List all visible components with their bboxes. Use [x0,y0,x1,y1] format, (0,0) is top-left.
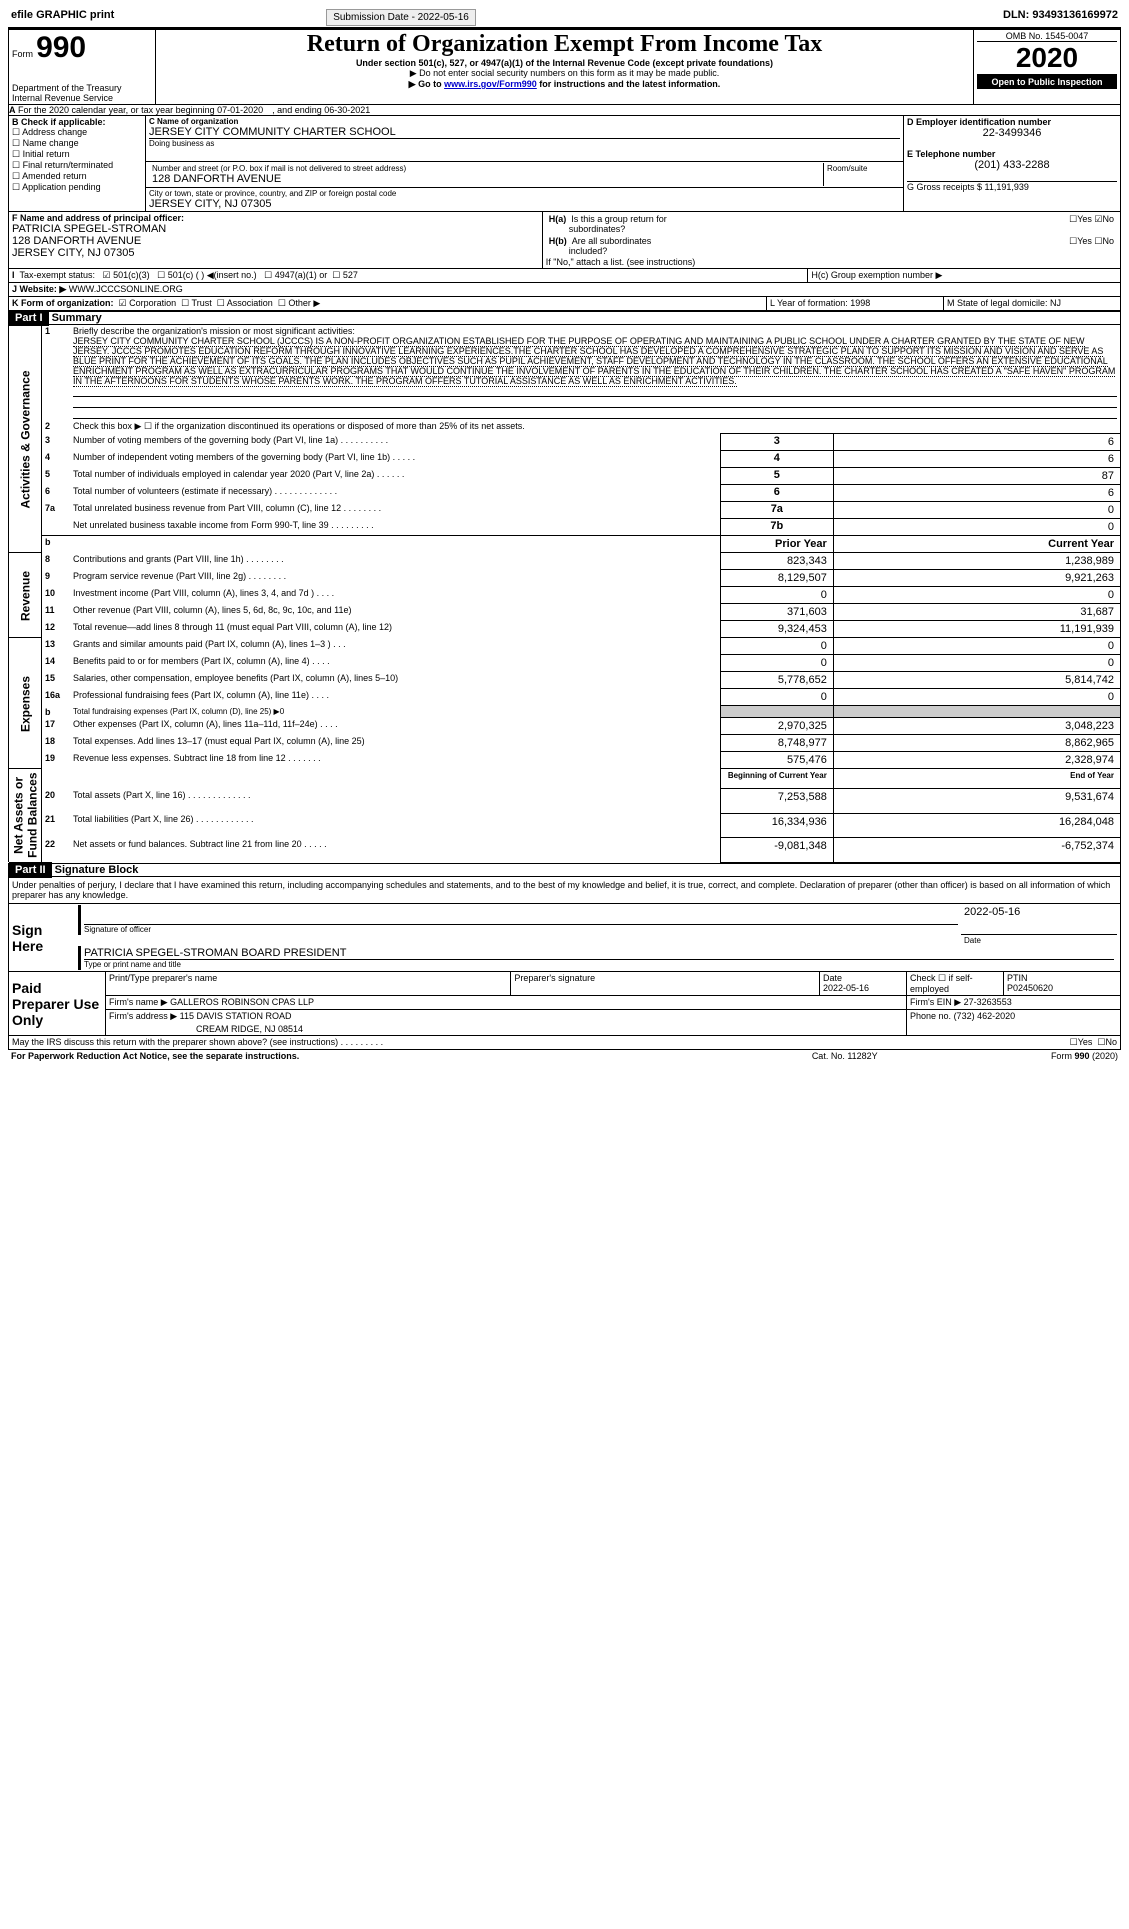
mission-text: JERSEY CITY COMMUNITY CHARTER SCHOOL (JC… [73,336,1115,387]
header-info-grid: B Check if applicable: ☐ Address change … [8,116,1121,212]
fh-row: F Name and address of principal officer:… [8,212,1121,269]
sidebar-activities: Activities & Governance [9,325,42,553]
table-row: 15Salaries, other compensation, employee… [9,672,1121,689]
part1: Part I Summary [8,311,1121,325]
table-row: 9Program service revenue (Part VIII, lin… [9,570,1121,587]
title-cell: Return of Organization Exempt From Incom… [156,30,974,105]
table-row: 7aTotal unrelated business revenue from … [9,502,1121,519]
paid-preparer: Paid Preparer Use Only Print/Type prepar… [8,972,1121,1036]
table-row: 16aProfessional fundraising fees (Part I… [9,689,1121,706]
gross-receipts: G Gross receipts $ 11,191,939 [907,181,1117,192]
section-c-street: Number and street (or P.O. box if mail i… [146,162,904,188]
sidebar-expenses: Expenses [9,638,42,769]
efile-bar: efile GRAPHIC print Submission Date - 20… [8,8,1121,29]
sidebar-revenue: Revenue [9,553,42,638]
section-klm: K Form of organization: ☑ Corporation ☐ … [8,297,1121,311]
dln: DLN: 93493136169972 [772,8,1121,28]
sidebar-netassets: Net Assets or Fund Balances [9,769,42,863]
submission-date-btn[interactable]: Submission Date - 2022-05-16 [323,8,772,28]
table-row: 10Investment income (Part VIII, column (… [9,587,1121,604]
footer: For Paperwork Reduction Act Notice, see … [8,1050,1121,1062]
table-row: 22Net assets or fund balances. Subtract … [9,838,1121,863]
section-b: B Check if applicable: ☐ Address change … [9,116,146,212]
discuss-row: May the IRS discuss this return with the… [8,1036,1121,1050]
section-f: F Name and address of principal officer:… [9,212,543,269]
form-number: 990 [36,31,86,64]
dept-label: Department of the Treasury Internal Reve… [12,83,152,103]
table-row: 21Total liabilities (Part X, line 26) . … [9,813,1121,838]
open-public: Open to Public Inspection [977,75,1117,89]
part1-body: Activities & Governance 1 Briefly descri… [8,325,1121,863]
table-row: 20Total assets (Part X, line 16) . . . .… [9,789,1121,814]
ein: 22-3499346 [907,127,1117,139]
efile-label: efile GRAPHIC print [8,8,323,28]
table-row: Net unrelated business taxable income fr… [9,519,1121,536]
part2-header: Part II Signature Block [8,863,1121,877]
table-row: 17Other expenses (Part IX, column (A), l… [9,718,1121,735]
jurat: Under penalties of perjury, I declare th… [8,877,1121,904]
form-id-cell: Form 990 Department of the Treasury Inte… [9,30,156,105]
table-row: 18Total expenses. Add lines 13–17 (must … [9,735,1121,752]
table-row: 19Revenue less expenses. Subtract line 1… [9,752,1121,769]
table-row: 3Number of voting members of the governi… [9,434,1121,451]
table-row: 5Total number of individuals employed in… [9,468,1121,485]
phone: (201) 433-2288 [907,159,1117,171]
section-c-city: City or town, state or province, country… [146,188,904,212]
section-deg: D Employer identification number 22-3499… [904,116,1121,212]
table-row: 4Number of independent voting members of… [9,451,1121,468]
table-row: 14Benefits paid to or for members (Part … [9,655,1121,672]
table-row: 11Other revenue (Part VIII, column (A), … [9,604,1121,621]
form-title: Return of Organization Exempt From Incom… [159,31,970,58]
form-header: Form 990 Department of the Treasury Inte… [8,29,1121,105]
omb-cell: OMB No. 1545-0047 2020 Open to Public In… [974,30,1121,105]
period-line: A For the 2020 calendar year, or tax yea… [8,105,1121,116]
table-row: 12Total revenue—add lines 8 through 11 (… [9,621,1121,638]
section-h: H(a) Is this a group return for subordin… [542,212,1120,269]
table-row: 6Total number of volunteers (estimate if… [9,485,1121,502]
section-i: I Tax-exempt status: ☑ 501(c)(3) ☐ 501(c… [8,269,1121,283]
form990-link[interactable]: www.irs.gov/Form990 [444,79,537,89]
tax-year: 2020 [977,42,1117,75]
section-j: J Website: ▶ WWW.JCCCSONLINE.ORG [8,283,1121,297]
sign-here: Sign Here Signature of officer 2022-05-1… [8,904,1121,973]
